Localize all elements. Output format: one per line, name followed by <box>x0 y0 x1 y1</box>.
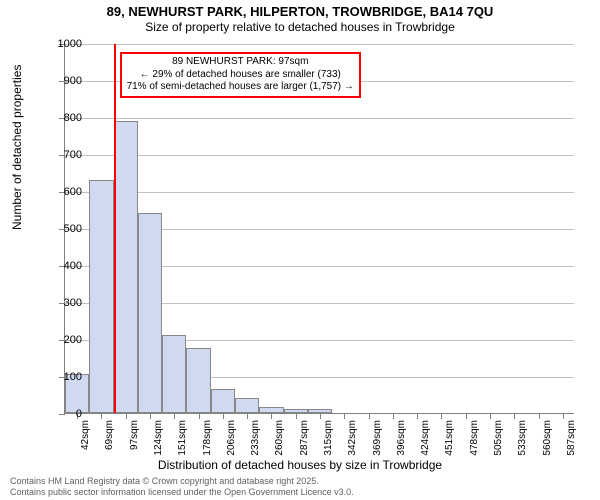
y-tick-label: 300 <box>42 297 82 309</box>
x-tick <box>126 413 127 419</box>
x-tick <box>174 413 175 419</box>
chart-title-main: 89, NEWHURST PARK, HILPERTON, TROWBRIDGE… <box>0 4 600 20</box>
y-tick-label: 900 <box>42 75 82 87</box>
histogram-bar <box>211 389 235 413</box>
x-tick <box>563 413 564 419</box>
y-tick-label: 0 <box>42 408 82 420</box>
y-tick-label: 1000 <box>42 38 82 50</box>
y-tick-label: 100 <box>42 371 82 383</box>
x-tick <box>490 413 491 419</box>
x-tick-label: 69sqm <box>104 420 115 450</box>
x-tick-label: 396sqm <box>396 420 407 456</box>
histogram-bar <box>114 121 138 413</box>
x-tick-label: 533sqm <box>517 420 528 456</box>
histogram-bar <box>162 335 186 413</box>
gridline <box>65 192 574 193</box>
x-tick-label: 178sqm <box>202 420 213 456</box>
x-tick <box>271 413 272 419</box>
x-tick-label: 451sqm <box>444 420 455 456</box>
histogram-bar <box>138 213 162 413</box>
x-tick <box>247 413 248 419</box>
y-tick-label: 400 <box>42 260 82 272</box>
x-tick <box>101 413 102 419</box>
histogram-bar <box>235 398 259 413</box>
x-tick <box>369 413 370 419</box>
x-tick-label: 151sqm <box>177 420 188 456</box>
x-tick <box>514 413 515 419</box>
histogram-bar <box>89 180 113 413</box>
gridline <box>65 44 574 45</box>
y-tick-label: 800 <box>42 112 82 124</box>
y-axis-title: Number of detached properties <box>10 65 24 230</box>
histogram-bar <box>186 348 210 413</box>
x-tick-label: 260sqm <box>274 420 285 456</box>
footer-attribution: Contains HM Land Registry data © Crown c… <box>10 476 354 498</box>
x-tick-label: 560sqm <box>542 420 553 456</box>
property-annotation-box: 89 NEWHURST PARK: 97sqm← 29% of detached… <box>120 52 361 98</box>
x-tick <box>393 413 394 419</box>
y-tick-label: 200 <box>42 334 82 346</box>
annotation-smaller-pct: ← 29% of detached houses are smaller (73… <box>127 69 354 82</box>
x-tick-label: 315sqm <box>323 420 334 456</box>
x-tick-label: 206sqm <box>226 420 237 456</box>
x-tick-label: 342sqm <box>347 420 358 456</box>
x-tick <box>417 413 418 419</box>
y-tick-label: 600 <box>42 186 82 198</box>
x-tick-label: 505sqm <box>493 420 504 456</box>
x-tick-label: 287sqm <box>299 420 310 456</box>
x-axis-title: Distribution of detached houses by size … <box>0 458 600 472</box>
gridline <box>65 155 574 156</box>
x-tick <box>199 413 200 419</box>
x-tick <box>320 413 321 419</box>
y-tick-label: 500 <box>42 223 82 235</box>
x-tick-label: 424sqm <box>420 420 431 456</box>
gridline <box>65 118 574 119</box>
x-tick-label: 233sqm <box>250 420 261 456</box>
x-tick <box>344 413 345 419</box>
x-tick-label: 124sqm <box>153 420 164 456</box>
x-tick <box>150 413 151 419</box>
x-tick-label: 369sqm <box>372 420 383 456</box>
x-tick-label: 478sqm <box>469 420 480 456</box>
x-tick <box>539 413 540 419</box>
x-tick <box>466 413 467 419</box>
property-marker-line <box>114 44 116 413</box>
chart-plot-area: 89 NEWHURST PARK: 97sqm← 29% of detached… <box>64 44 574 414</box>
chart-title-sub: Size of property relative to detached ho… <box>0 20 600 34</box>
x-tick <box>441 413 442 419</box>
x-tick <box>223 413 224 419</box>
x-tick-label: 587sqm <box>566 420 577 456</box>
chart-title-block: 89, NEWHURST PARK, HILPERTON, TROWBRIDGE… <box>0 0 600 34</box>
annotation-property-label: 89 NEWHURST PARK: 97sqm <box>127 56 354 69</box>
x-tick-label: 97sqm <box>129 420 140 450</box>
x-tick <box>296 413 297 419</box>
x-tick-label: 42sqm <box>80 420 91 450</box>
annotation-larger-pct: 71% of semi-detached houses are larger (… <box>127 81 354 94</box>
y-tick-label: 700 <box>42 149 82 161</box>
footer-line-1: Contains HM Land Registry data © Crown c… <box>10 476 354 487</box>
footer-line-2: Contains public sector information licen… <box>10 487 354 498</box>
